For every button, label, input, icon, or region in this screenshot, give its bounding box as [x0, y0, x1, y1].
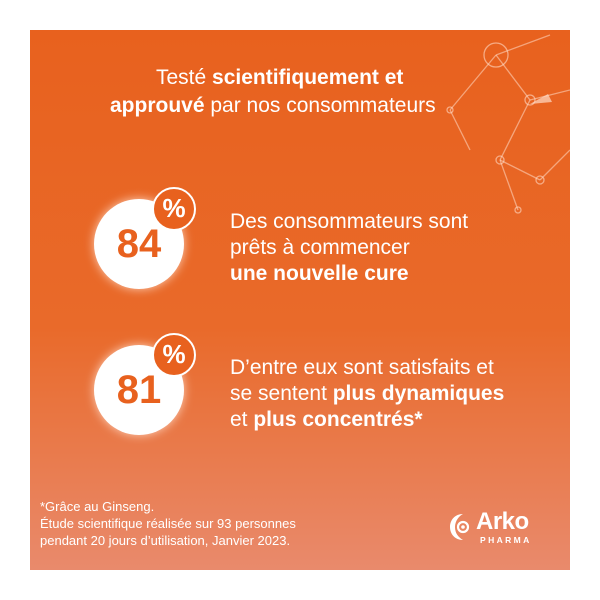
headline-line-1: Testé scientifiquement et — [110, 64, 470, 92]
logo-swirl-icon — [450, 514, 470, 540]
stat-line-2: prêts à commencer — [230, 236, 410, 259]
headline-prefix: Testé — [156, 66, 213, 89]
stat-description: Des consommateurs sont prêts à commencer… — [230, 209, 560, 287]
stat-value: 84 — [116, 222, 162, 266]
molecule-decoration — [446, 34, 570, 214]
headline: Testé scientifiquement et approuvé par n… — [110, 64, 470, 120]
headline-bold-2: approuvé — [110, 94, 205, 117]
headline-rest: par nos consommateurs — [204, 94, 436, 117]
stat-line-1: Des consommateurs sont — [230, 210, 469, 233]
stat-line-3: une nouvelle cure — [230, 262, 409, 285]
stat-description: D’entre eux sont satisfaits et se senten… — [230, 355, 560, 433]
stat-line-2-bold: plus dynamiques — [332, 382, 505, 405]
percent-badge: % — [152, 187, 196, 231]
headline-line-2: approuvé par nos consommateurs — [110, 92, 470, 120]
percent-badge: % — [152, 333, 196, 377]
footnote-line-2: Étude scientifique réalisée sur 93 perso… — [40, 516, 296, 531]
promo-card: Testé scientifiquement et approuvé par n… — [30, 30, 570, 570]
brand-sub: PHARMA — [480, 535, 532, 545]
headline-bold-1: scientifiquement et — [212, 66, 404, 89]
stat-value: 81 — [116, 368, 162, 412]
footnote-line-1: *Grâce au Ginseng. — [40, 499, 155, 514]
stat-81: 81 % D’entre eux sont satisfaits et se s… — [94, 333, 554, 443]
footnote-line-3: pendant 20 jours d’utilisation, Janvier … — [40, 533, 291, 548]
stat-line-3-bold: plus concentrés* — [253, 408, 423, 431]
stat-84: 84 % Des consommateurs sont prêts à comm… — [94, 187, 554, 297]
arko-pharma-logo: Arko PHARMA — [448, 508, 558, 552]
footnote: *Grâce au Ginseng. Étude scientifique ré… — [40, 498, 370, 549]
stat-line-2: se sentent plus dynamiques — [230, 381, 560, 407]
brand-name: Arko — [476, 508, 529, 535]
stat-line-2-prefix: se sentent — [230, 382, 333, 405]
stat-line-1: D’entre eux sont satisfaits et — [230, 356, 494, 379]
stat-line-3: et plus concentrés* — [230, 407, 560, 433]
stat-line-3-prefix: et — [230, 408, 254, 431]
